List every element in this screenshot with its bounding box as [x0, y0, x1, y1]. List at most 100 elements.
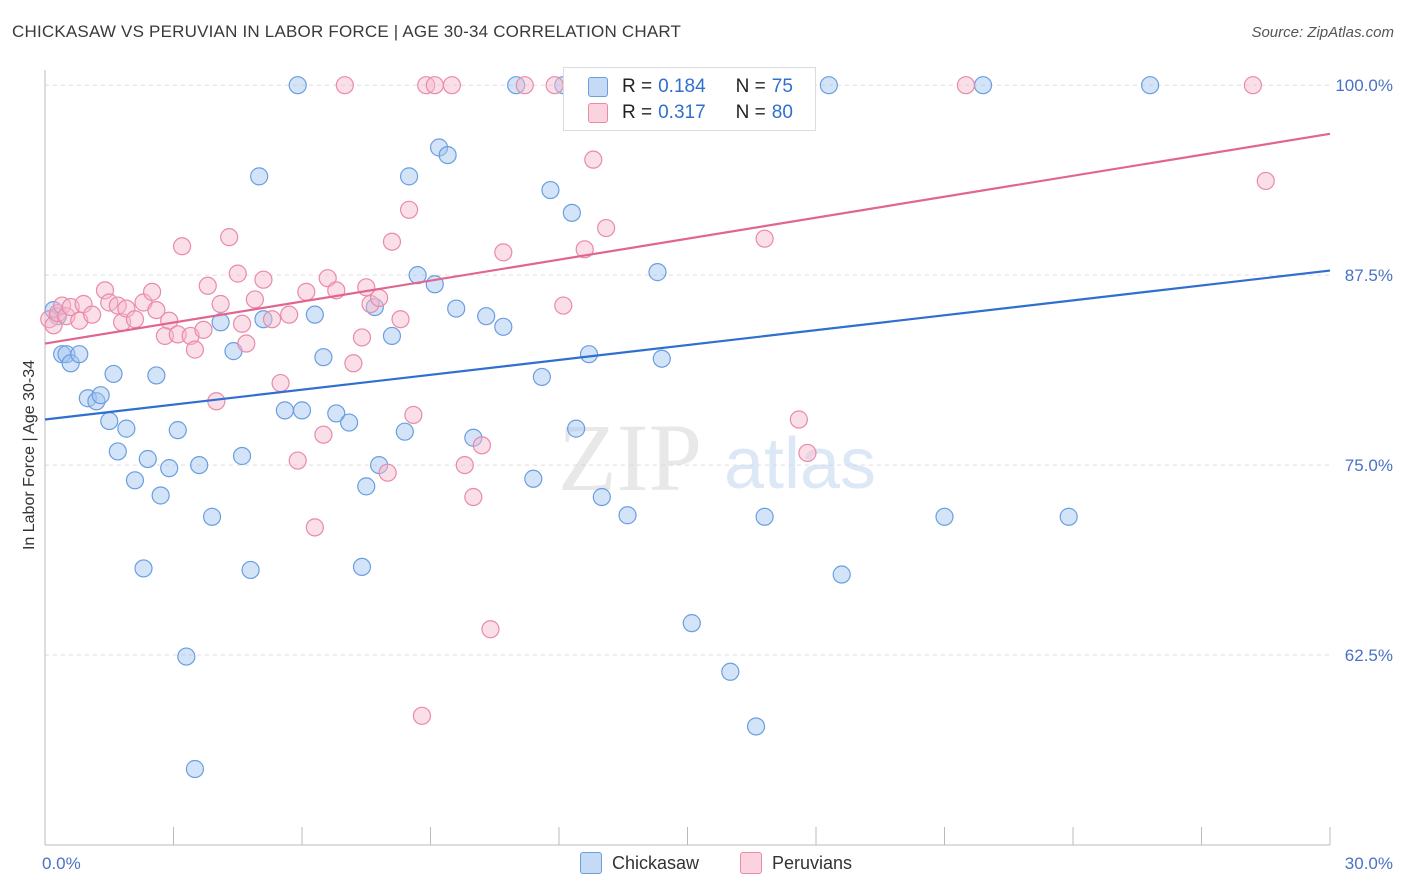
- trend-lines: [44, 132, 1331, 421]
- data-point: [168, 421, 187, 440]
- data-point: [746, 717, 766, 736]
- data-point: [395, 422, 414, 441]
- legend-r-label: R =: [622, 102, 653, 123]
- legend-n-label: N =: [735, 76, 766, 97]
- axes: [44, 70, 1331, 846]
- data-point: [125, 310, 145, 329]
- data-point: [425, 76, 444, 95]
- data-point: [755, 229, 774, 248]
- data-point: [232, 446, 252, 466]
- data-point: [464, 487, 483, 507]
- data-point: [335, 76, 354, 95]
- data-point: [194, 320, 213, 339]
- series-chickasaw: [44, 76, 1160, 779]
- data-point: [138, 449, 157, 469]
- data-point: [515, 76, 534, 95]
- bottom-legend-label: Chickasaw: [612, 852, 700, 873]
- data-point: [288, 76, 307, 95]
- data-point: [245, 290, 264, 309]
- data-point: [1059, 507, 1078, 526]
- data-point: [592, 487, 611, 507]
- data-point: [241, 560, 260, 580]
- peruvians-swatch: [588, 103, 608, 123]
- data-point: [305, 518, 324, 537]
- series-peruvians: [40, 76, 1275, 725]
- data-point: [292, 401, 312, 420]
- data-point: [1243, 76, 1263, 95]
- data-point: [579, 345, 599, 364]
- data-point: [382, 326, 402, 346]
- watermark-atlas: atlas: [724, 424, 876, 504]
- data-point: [211, 294, 230, 314]
- data-point: [524, 469, 543, 488]
- data-point: [755, 507, 774, 526]
- data-point: [682, 614, 701, 633]
- data-point: [973, 76, 993, 95]
- data-point: [648, 263, 667, 282]
- data-point: [185, 340, 205, 359]
- y-tick-label: 62.5%: [1345, 646, 1393, 665]
- data-point: [447, 299, 466, 318]
- data-point: [532, 367, 551, 387]
- data-point: [477, 307, 496, 326]
- data-point: [232, 314, 252, 333]
- data-point: [228, 264, 247, 283]
- data-point: [545, 76, 564, 95]
- data-point: [172, 237, 192, 256]
- data-point: [541, 180, 560, 200]
- chart-title: CHICKASAW VS PERUVIAN IN LABOR FORCE | A…: [12, 22, 682, 41]
- data-point: [494, 317, 513, 336]
- data-point: [399, 200, 419, 219]
- data-point: [305, 305, 324, 324]
- data-point: [100, 411, 119, 431]
- data-point: [327, 404, 346, 423]
- data-point: [147, 300, 166, 320]
- data-point: [288, 451, 307, 470]
- y-tick-labels: 62.5% 75.0% 87.5% 100.0%: [1335, 76, 1393, 665]
- legend-n-value-peruvians: 80: [771, 102, 793, 123]
- legend-n-label: N =: [735, 102, 766, 123]
- data-point: [575, 240, 594, 259]
- trend-line-peruvians: [44, 132, 1331, 345]
- data-point: [177, 647, 196, 666]
- legend: R = 0.184 N = 75 R = 0.317 N = 80: [563, 67, 816, 131]
- data-point: [147, 366, 166, 385]
- data-point: [584, 150, 603, 169]
- peruvians-swatch: [740, 852, 762, 874]
- data-point: [391, 310, 410, 329]
- data-point: [237, 334, 256, 353]
- watermark-zip: ZIP: [558, 404, 702, 511]
- data-point: [160, 459, 179, 478]
- x-tick-label-start: 0.0%: [42, 854, 81, 873]
- chickasaw-swatch: [580, 852, 602, 874]
- data-point: [481, 620, 500, 639]
- data-point: [254, 270, 273, 289]
- bottom-legend-chickasaw: Chickasaw: [580, 852, 699, 874]
- data-point: [117, 419, 136, 438]
- data-point: [442, 76, 462, 95]
- data-point: [91, 386, 110, 405]
- data-point: [297, 282, 316, 301]
- data-point: [652, 349, 671, 368]
- data-point: [211, 313, 230, 332]
- data-point: [108, 442, 127, 461]
- data-point: [220, 228, 239, 247]
- x-tick-labels: 0.0% 30.0%: [42, 854, 1393, 873]
- data-point: [789, 410, 808, 429]
- y-tick-label: 87.5%: [1345, 266, 1393, 285]
- data-point: [202, 507, 222, 526]
- data-point: [352, 328, 372, 347]
- legend-n-value-chickasaw: 75: [771, 76, 793, 97]
- data-point: [314, 425, 333, 444]
- data-point: [340, 413, 359, 432]
- data-point: [562, 203, 581, 222]
- trend-line-chickasaw: [44, 269, 1331, 421]
- data-point: [597, 218, 616, 238]
- data-point: [399, 167, 419, 186]
- data-point: [275, 401, 294, 420]
- bottom-legend-label: Peruvians: [772, 852, 853, 873]
- bottom-legend-peruvians: Peruvians: [740, 852, 852, 874]
- data-point: [412, 706, 432, 725]
- legend-r-label: R =: [622, 76, 653, 97]
